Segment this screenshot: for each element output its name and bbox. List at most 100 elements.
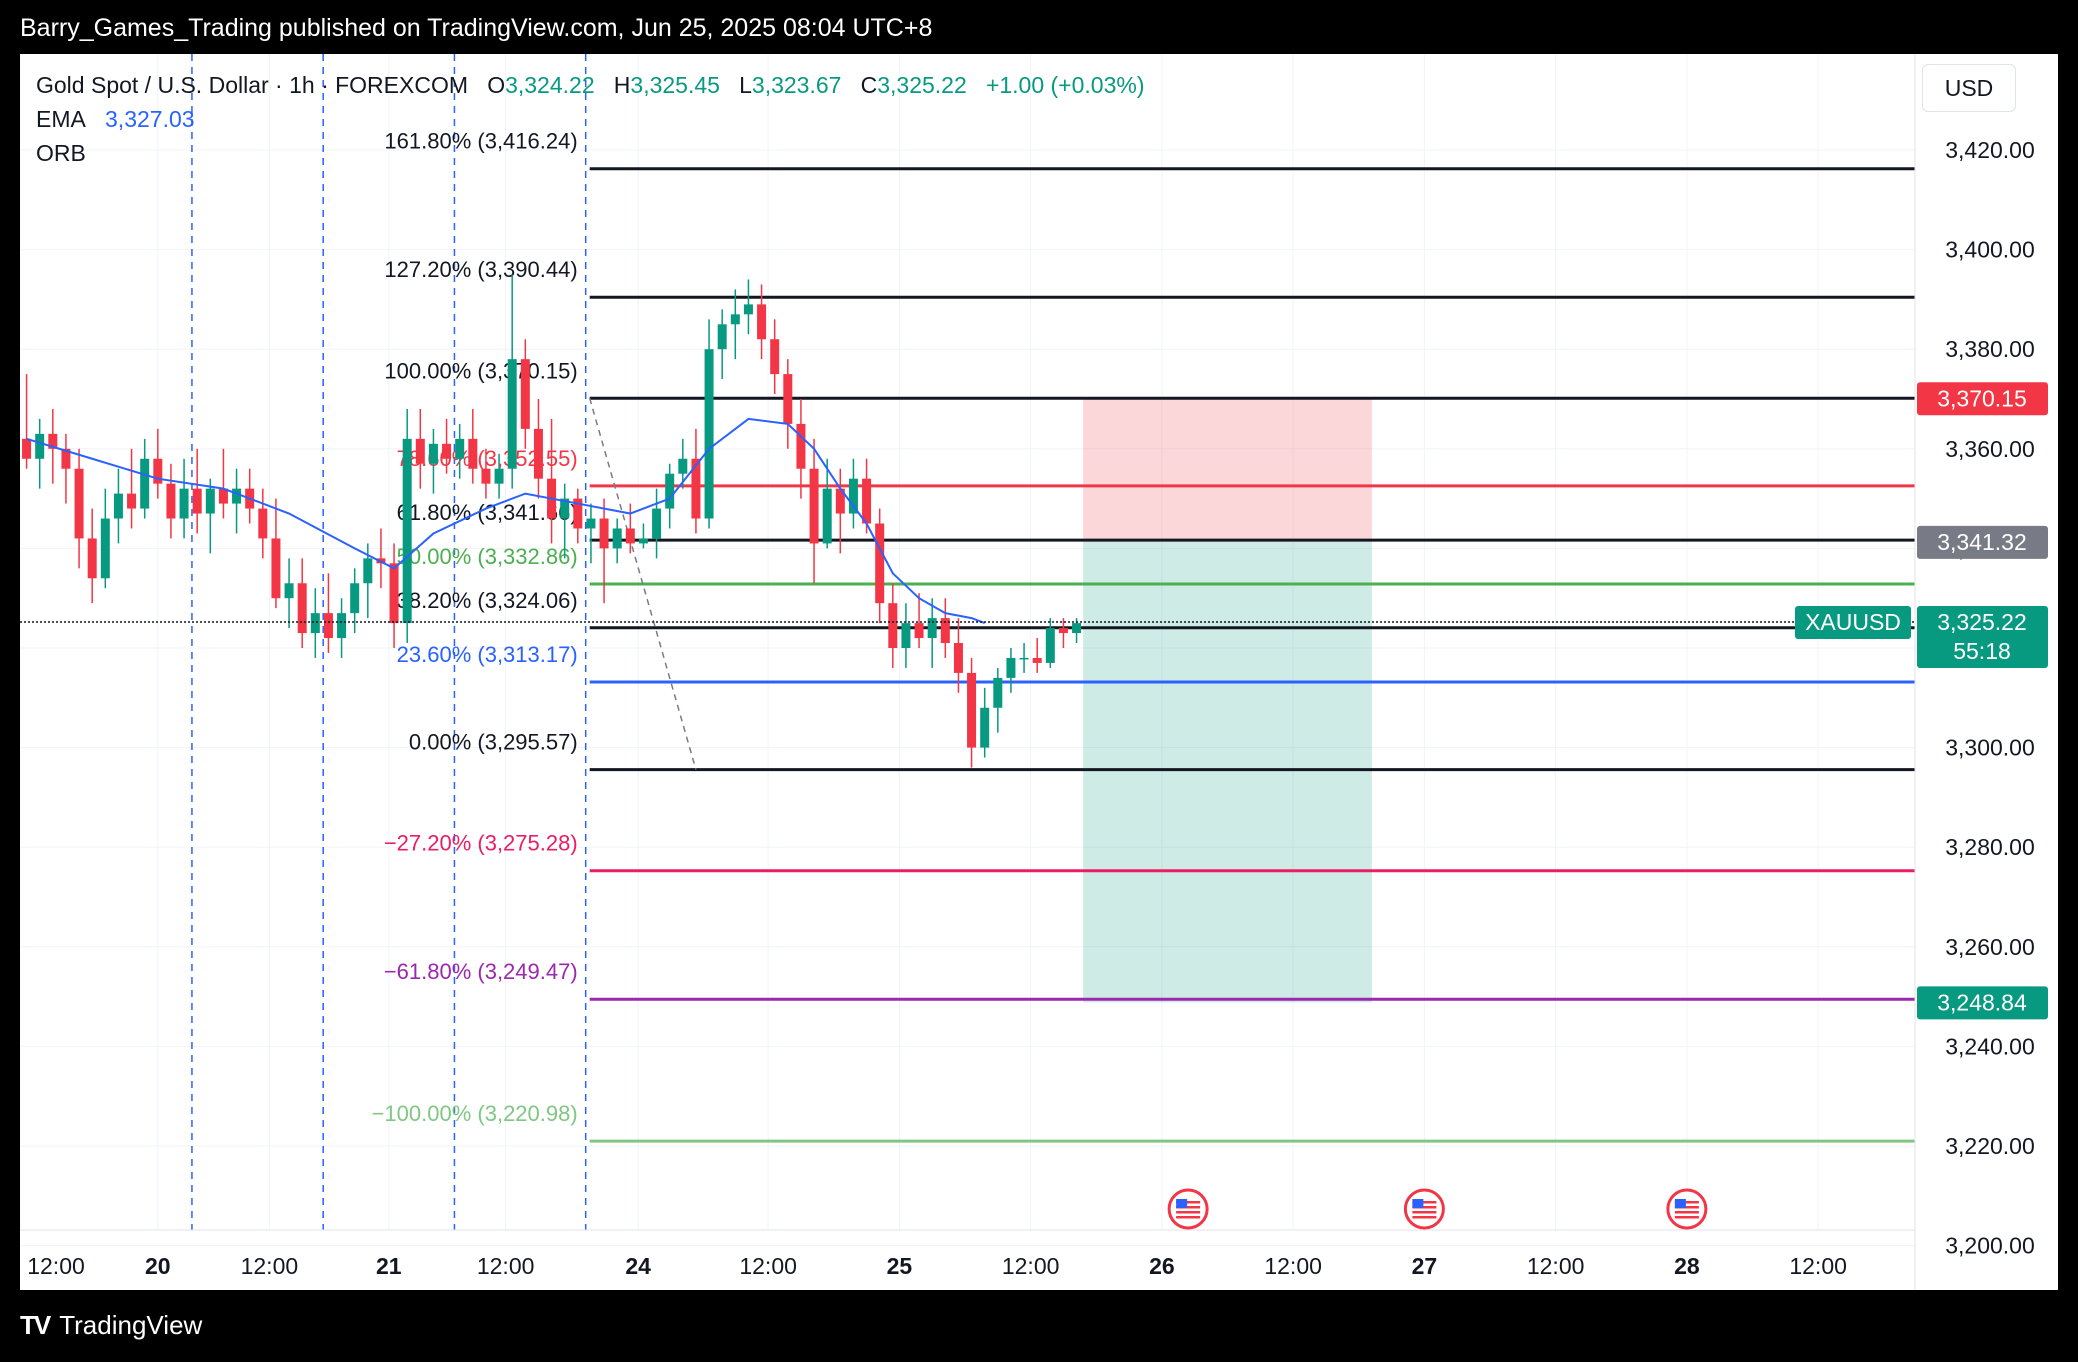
- low-label: L: [739, 72, 752, 98]
- flag-canton: [1674, 1199, 1686, 1208]
- current-price-text: 3,325.22: [1937, 609, 2027, 635]
- economic-events: [1167, 1188, 1708, 1230]
- candle-body: [494, 468, 504, 484]
- time-axis: 12:00 20 12:00 21 12:00 24 12:00 25 12:00 26 12:00…: [20, 1229, 1915, 1279]
- chart-frame[interactable]: 161.80% (3,416.24) 127.20% (3,390.44) 100.…: [20, 54, 2058, 1290]
- price-axis: 3,200.00 3,220.00 3,240.00 3,260.00 3,280.00…: [1914, 54, 2058, 1290]
- flag-canton: [1176, 1199, 1188, 1208]
- time-tick-label: 12:00: [1264, 1253, 1322, 1279]
- candle-body: [520, 359, 530, 429]
- candle-body: [940, 618, 950, 644]
- ema-polyline: [26, 417, 986, 625]
- fib-level-label: 23.60% (3,313.17): [397, 642, 578, 667]
- candle-body: [730, 314, 740, 325]
- time-tick-label: 12:00: [27, 1253, 85, 1279]
- candle-body: [48, 433, 58, 449]
- axis-price-tag-text: 3,370.15: [1937, 385, 2027, 411]
- price-tick-label: 3,300.00: [1945, 735, 2035, 761]
- candle-body: [1072, 623, 1082, 634]
- price-labels: 3,370.15 3,341.32 3,248.84 XAUUSD 3,325.22 55…: [1795, 382, 2048, 1020]
- brand-name: TradingView: [59, 1310, 203, 1340]
- fib-level-label: 0.00% (3,295.57): [409, 730, 578, 755]
- candle-body: [678, 458, 688, 474]
- candle-body: [166, 483, 176, 519]
- candle-body: [297, 583, 307, 634]
- time-tick-label: 12:00: [1527, 1253, 1585, 1279]
- symbol-tag: [1795, 606, 1911, 640]
- candle-body: [337, 613, 347, 639]
- flag-stripe: [1412, 1216, 1437, 1219]
- candle-body: [363, 558, 373, 584]
- high-value: 3,325.45: [630, 72, 720, 98]
- time-tick-label: 28: [1674, 1253, 1700, 1279]
- candle-body: [652, 508, 662, 539]
- flag-canton: [1412, 1199, 1424, 1208]
- candle-body: [914, 623, 924, 639]
- candle-body: [153, 458, 163, 484]
- flag-stripe: [1412, 1211, 1437, 1214]
- candle-body: [442, 443, 452, 459]
- high-label: H: [613, 72, 631, 98]
- candle-body: [560, 498, 570, 519]
- us-flag-event-icon: [1666, 1188, 1708, 1230]
- fib-trend-line: [588, 398, 697, 770]
- time-tick-label: 20: [145, 1253, 171, 1279]
- candle-body: [100, 518, 110, 579]
- axis-price-tag: [1917, 382, 2048, 416]
- candle-body: [901, 623, 911, 648]
- candle-body: [455, 438, 465, 459]
- fib-level-label: −100.00% (3,220.98): [372, 1101, 578, 1126]
- bar-countdown-text: 55:18: [1953, 638, 2011, 664]
- candle-body: [258, 508, 268, 539]
- symbol-tag-text: XAUUSD: [1805, 609, 1901, 635]
- candle-body: [743, 304, 753, 315]
- symbol-title[interactable]: Gold Spot / U.S. Dollar · 1h · FOREXCOM: [36, 72, 469, 98]
- current-price-tag: [1917, 606, 2048, 669]
- time-tick-label: 12:00: [241, 1253, 299, 1279]
- fib-level-label: −61.80% (3,249.47): [384, 959, 578, 984]
- short-position-tool: [1083, 398, 1372, 1003]
- price-chart[interactable]: 161.80% (3,416.24) 127.20% (3,390.44) 100.…: [20, 54, 2058, 1290]
- orb-label[interactable]: ORB: [36, 140, 86, 166]
- fib-level-label: 50.00% (3,332.86): [397, 544, 578, 569]
- candle-body: [140, 458, 150, 509]
- price-tick-label: 3,260.00: [1945, 934, 2035, 960]
- time-tick-label: 12:00: [1002, 1253, 1060, 1279]
- candle-body: [428, 443, 438, 464]
- candle-body: [350, 583, 360, 614]
- candle-body: [691, 458, 701, 519]
- flag-stripe: [1674, 1201, 1699, 1204]
- candle-body: [1032, 657, 1042, 663]
- ema-value: 3,327.03: [105, 106, 195, 132]
- flag-stripe: [1674, 1216, 1699, 1219]
- time-tick-label: 21: [376, 1253, 402, 1279]
- candle-body: [218, 488, 228, 504]
- axis-price-tag-text: 3,248.84: [1937, 989, 2027, 1015]
- candle-body: [875, 523, 885, 604]
- flag-stripe: [1674, 1211, 1699, 1214]
- price-tick-label: 3,360.00: [1945, 436, 2035, 462]
- candle-body: [1058, 628, 1068, 634]
- flag-stripe: [1176, 1216, 1201, 1219]
- candle-body: [612, 528, 622, 549]
- candle-body: [74, 468, 84, 539]
- open-value: 3,324.22: [505, 72, 595, 98]
- candle-body: [835, 488, 845, 514]
- currency-button[interactable]: USD: [1922, 64, 2016, 112]
- time-tick-label: 26: [1149, 1253, 1175, 1279]
- candle-body: [22, 438, 32, 459]
- candle-body: [61, 448, 71, 469]
- flag-stripe: [1176, 1211, 1201, 1214]
- candle-body: [415, 438, 425, 464]
- change-value: +1.00 (+0.03%): [985, 72, 1145, 98]
- open-label: O: [487, 72, 506, 98]
- candle-body: [586, 518, 596, 529]
- candle-body: [599, 518, 609, 549]
- candle-body: [757, 304, 767, 340]
- candle-body: [573, 498, 583, 529]
- fib-level-label: −27.20% (3,275.28): [384, 831, 578, 856]
- candle-body: [717, 324, 727, 350]
- fib-level-label: 161.80% (3,416.24): [384, 129, 577, 154]
- ema-label[interactable]: EMA: [36, 106, 86, 132]
- us-flag-event-icon: [1167, 1188, 1209, 1230]
